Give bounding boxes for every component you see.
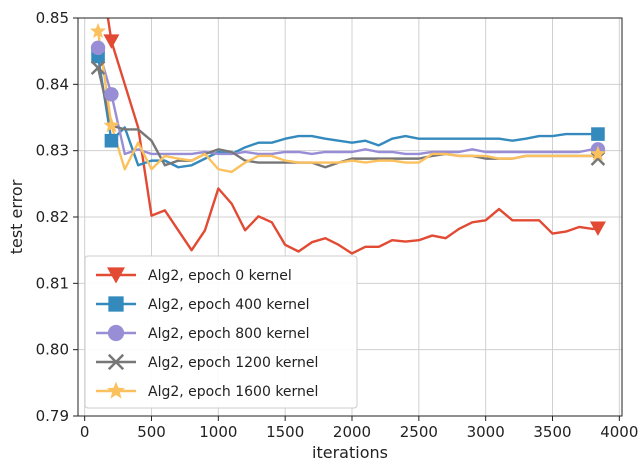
square-marker: [108, 296, 124, 312]
legend-label: Alg2, epoch 0 kernel: [148, 268, 292, 284]
series-line: [96, 46, 600, 156]
star-marker: [103, 117, 120, 133]
triangle-marker: [107, 267, 125, 284]
x-tick-label: 1500: [266, 423, 304, 441]
legend-label: Alg2, epoch 1200 kernel: [148, 355, 318, 371]
series-line: [106, 18, 600, 255]
square-marker: [104, 133, 119, 148]
series-lines: [96, 18, 600, 255]
y-tick-label: 0.84: [36, 75, 69, 93]
x-axis-title: iterations: [312, 443, 388, 462]
legend-box: [84, 255, 358, 409]
series-markers: [90, 22, 606, 236]
y-tick-label: 0.85: [36, 9, 69, 27]
y-tick-label: 0.83: [36, 142, 69, 160]
x-tick-label: 500: [137, 423, 166, 441]
y-tick-label: 0.79: [36, 407, 69, 425]
y-tick-label: 0.80: [36, 341, 69, 359]
x-marker: [107, 353, 125, 371]
star-marker: [589, 145, 606, 161]
triangle-marker: [103, 34, 120, 49]
star-marker: [107, 381, 125, 399]
x-tick-label: 4000: [600, 423, 638, 441]
x-marker-stroke: [90, 60, 106, 76]
y-tick-label: 0.82: [36, 208, 69, 226]
legend: Alg2, epoch 0 kernel Alg2, epoch 400 kern…: [84, 255, 358, 409]
legend-label: Alg2, epoch 800 kernel: [148, 326, 310, 342]
legend-label: Alg2, epoch 1600 kernel: [148, 384, 318, 400]
star-marker: [90, 22, 107, 39]
x-tick-label: 3500: [533, 423, 571, 441]
y-axis-ticks: 0.79 0.80 0.81 0.82 0.83 0.84 0.85: [36, 9, 78, 425]
legend-label: Alg2, epoch 400 kernel: [148, 297, 310, 313]
series-line: [96, 55, 600, 169]
x-marker: [90, 60, 106, 76]
x-marker-stroke: [107, 353, 125, 371]
x-tick-label: 2500: [400, 423, 438, 441]
circle-marker: [107, 324, 125, 342]
circle-marker: [90, 40, 106, 56]
triangle-marker: [589, 221, 606, 236]
x-tick-label: 1000: [199, 423, 237, 441]
x-tick-label: 2000: [333, 423, 371, 441]
x-tick-label: 3000: [467, 423, 505, 441]
circle-marker: [104, 87, 119, 102]
x-axis-ticks: 0 500 1000 1500 2000 2500 3000 3500 4000: [80, 416, 638, 441]
square-marker: [591, 127, 605, 141]
x-tick-label: 0: [80, 423, 90, 441]
series-line: [96, 30, 600, 174]
y-tick-label: 0.81: [36, 274, 69, 292]
y-axis-title: test error: [7, 179, 26, 254]
